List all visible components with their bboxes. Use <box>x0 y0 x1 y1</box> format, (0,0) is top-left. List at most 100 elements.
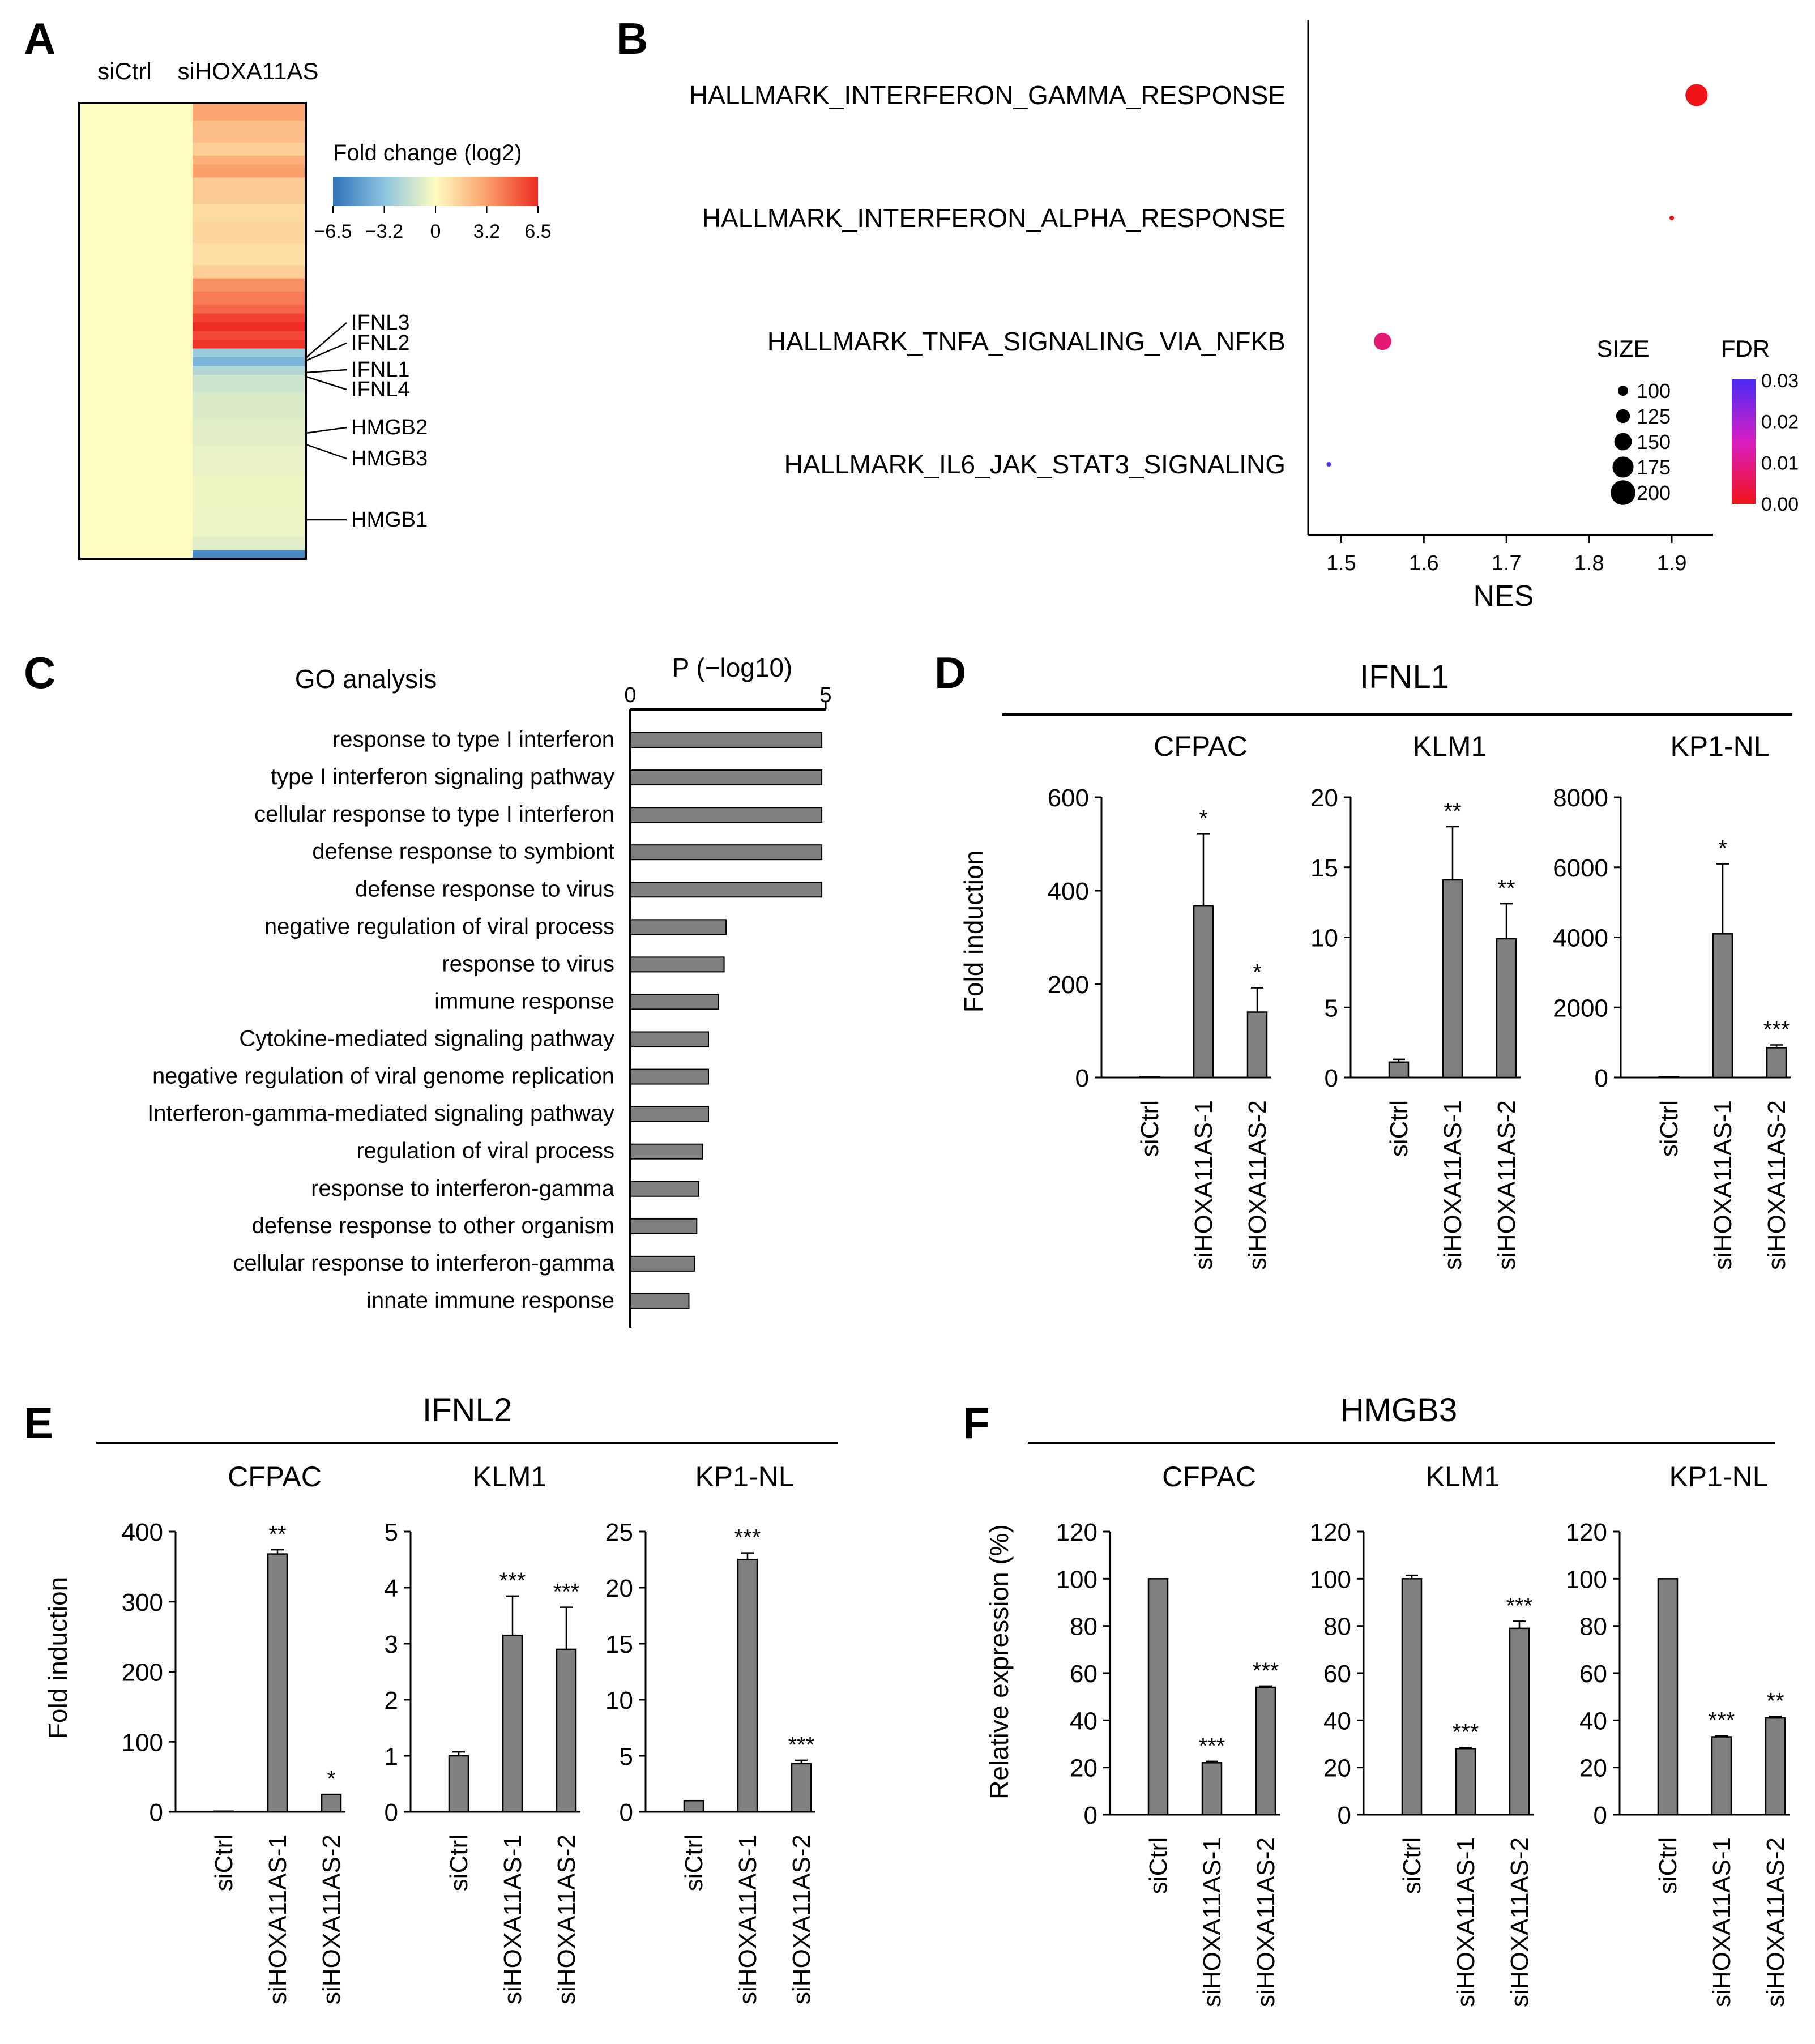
x-axis-label: NES <box>1474 580 1534 613</box>
pathway-label: HALLMARK_INTERFERON_ALPHA_RESPONSE <box>702 203 1286 233</box>
go-title: GO analysis <box>295 664 437 694</box>
size-legend-dot <box>1616 409 1630 424</box>
fdr-tick-label: 0.03 <box>1761 370 1799 392</box>
go-term-label: defense response to symbiont <box>312 839 614 864</box>
y-tick-label: 40 <box>1579 1707 1607 1735</box>
data-bar <box>267 1553 288 1813</box>
go-bar <box>630 994 719 1010</box>
x-category-label: siHOXA11AS-2 <box>553 1835 580 2004</box>
x-category-label: siHOXA11AS-2 <box>788 1835 815 2004</box>
pathway-label: HALLMARK_IL6_JAK_STAT3_SIGNALING <box>784 450 1286 479</box>
subplot-title: KLM1 <box>1413 730 1487 762</box>
heatmap-row <box>193 392 306 419</box>
data-bar <box>1455 1748 1476 1816</box>
go-term-label: type I interferon signaling pathway <box>271 764 614 789</box>
y-tick-label: 120 <box>1056 1519 1097 1546</box>
subplot-title: KP1-NL <box>695 1461 794 1493</box>
chart-title: IFNL1 <box>1360 658 1449 695</box>
size-legend-title: SIZE <box>1596 335 1649 362</box>
y-tick-label: 20 <box>1070 1755 1097 1782</box>
panel-c-go-analysis: GO analysis P (−log10) 0 5 response to ty… <box>147 653 832 1328</box>
y-tick-label: 5 <box>385 1519 398 1546</box>
go-term-label: response to virus <box>442 951 614 976</box>
y-tick-label: 10 <box>1310 925 1338 952</box>
gene-label: HMGB1 <box>351 508 428 532</box>
heatmap-row <box>193 313 306 323</box>
colorbar <box>333 177 538 206</box>
go-bar <box>630 1143 703 1160</box>
gene-label: HMGB3 <box>351 447 428 471</box>
y-tick-label: 200 <box>122 1659 163 1687</box>
data-bar <box>1147 1578 1169 1816</box>
data-bar <box>1711 1736 1732 1816</box>
y-tick-label: 120 <box>1566 1519 1607 1546</box>
significance-marker: ** <box>1497 876 1515 901</box>
y-tick-label: 600 <box>1048 784 1089 812</box>
x-category-label: siCtrl <box>210 1835 238 1891</box>
y-axis-label: Relative expression (%) <box>984 1524 1014 1799</box>
go-term-label: immune response <box>434 989 614 1014</box>
significance-marker: * <box>327 1767 336 1791</box>
x-category-label: siHOXA11AS-2 <box>318 1835 345 2004</box>
gene-label: IFNL1 <box>351 358 409 382</box>
y-tick-label: 60 <box>1323 1660 1351 1688</box>
y-tick-label: 0 <box>1595 1064 1608 1092</box>
significance-marker: *** <box>788 1733 815 1758</box>
x-category-label: siHOXA11AS-1 <box>499 1835 527 2004</box>
go-bar <box>630 919 727 935</box>
go-term-label: cellular response to interferon-gamma <box>233 1251 614 1276</box>
heatmap-row <box>193 348 306 358</box>
go-bar <box>630 844 823 861</box>
colorbar-tick-label: 3.2 <box>473 221 500 242</box>
panel-letter-c: C <box>24 648 55 698</box>
y-tick-label: 80 <box>1323 1613 1351 1641</box>
gene-label-leader <box>305 375 347 391</box>
data-bar <box>1201 1762 1223 1816</box>
heatmap-row <box>193 331 306 340</box>
heatmap-row <box>193 243 306 266</box>
subplot-title: KLM1 <box>473 1461 547 1493</box>
heatmap-row <box>193 339 306 349</box>
go-term-label: Interferon-gamma-mediated signaling path… <box>147 1101 614 1126</box>
y-tick-label: 400 <box>122 1519 163 1546</box>
heatmap-row <box>193 221 306 244</box>
panel-letter-d: D <box>934 648 966 698</box>
go-term-label: defense response to virus <box>355 876 614 901</box>
x-category-label: siHOXA11AS-2 <box>1244 1100 1271 1270</box>
y-tick-label: 2000 <box>1553 994 1608 1022</box>
y-tick-label: 20 <box>605 1575 633 1602</box>
go-term-label: regulation of viral process <box>356 1139 614 1164</box>
y-tick-label: 0 <box>1338 1802 1351 1829</box>
x-category-label: siCtrl <box>1655 1100 1683 1157</box>
significance-marker: *** <box>1453 1720 1479 1744</box>
x-category-label: siCtrl <box>1385 1100 1413 1157</box>
data-bar <box>1765 1717 1786 1816</box>
heatmap-row <box>193 357 306 367</box>
go-bar <box>630 1181 699 1197</box>
colorbar-title: Fold change (log2) <box>333 140 522 165</box>
data-bar <box>1193 905 1214 1079</box>
y-tick-label: 2 <box>385 1687 398 1714</box>
panel-letter-f: F <box>963 1398 990 1448</box>
significance-marker: *** <box>553 1580 580 1605</box>
heatmap-row <box>193 204 306 222</box>
significance-marker: *** <box>1253 1658 1279 1683</box>
significance-marker: *** <box>499 1568 526 1593</box>
go-term-label: negative regulation of viral genome repl… <box>152 1064 614 1089</box>
heatmap-row <box>193 291 306 305</box>
y-tick-label: 10 <box>605 1687 633 1714</box>
y-tick-label: 5 <box>1325 994 1338 1022</box>
enrichment-point <box>1669 216 1675 220</box>
data-bar <box>1712 933 1733 1079</box>
x-tick-label: 5 <box>819 683 831 707</box>
data-bar <box>1139 1076 1160 1079</box>
data-bar <box>1657 1578 1679 1816</box>
fdr-tick-label: 0.02 <box>1761 412 1799 433</box>
significance-marker: * <box>1253 960 1262 985</box>
y-tick-label: 0 <box>1594 1802 1607 1829</box>
enrichment-point <box>1326 462 1331 467</box>
data-bar <box>213 1810 234 1813</box>
heatmap-row <box>193 366 306 375</box>
x-category-label: siHOXA11AS-2 <box>1252 1837 1280 2007</box>
data-bar <box>1388 1061 1410 1079</box>
